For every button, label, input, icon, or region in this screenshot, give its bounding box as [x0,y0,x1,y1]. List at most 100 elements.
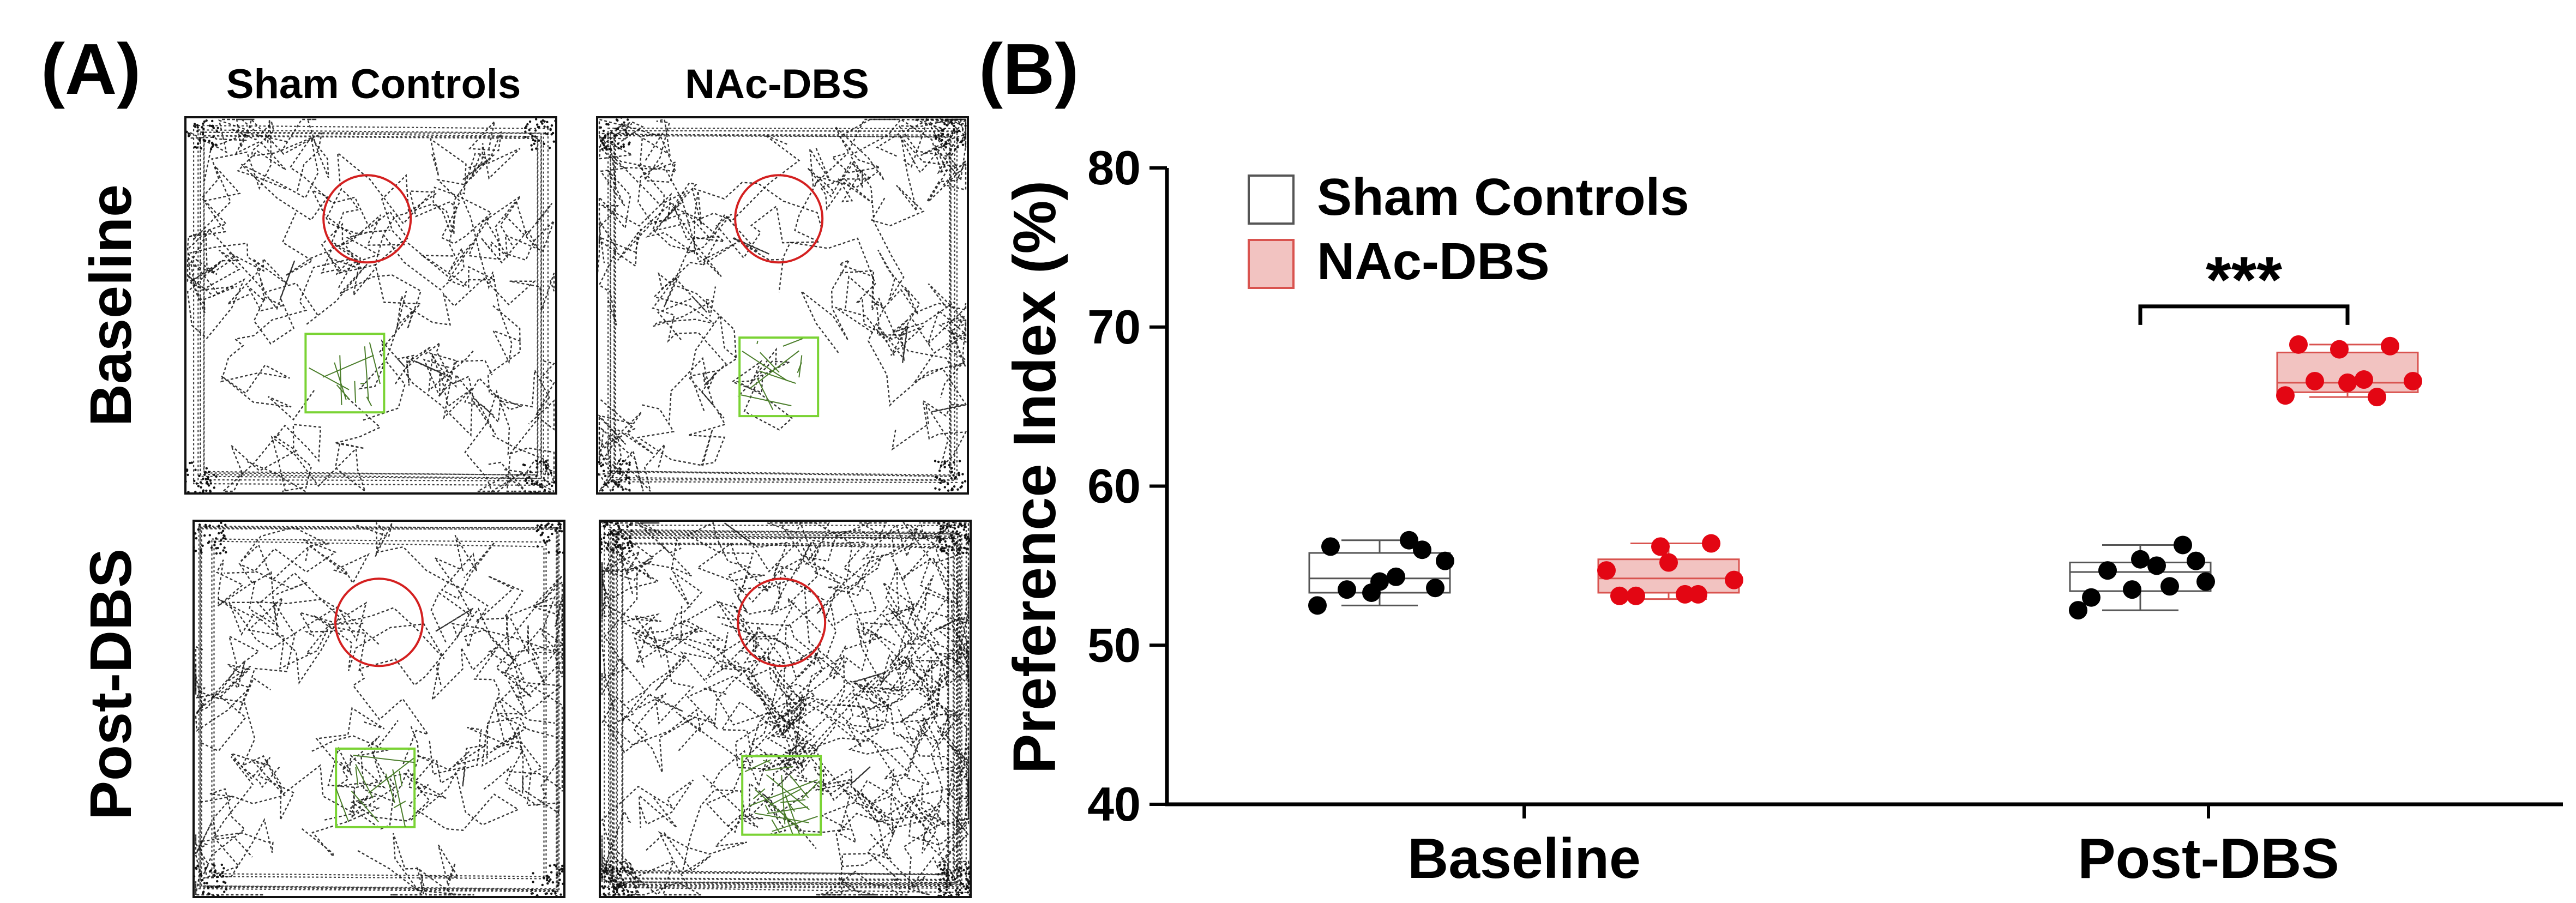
corner-dot [957,526,960,528]
corner-dot [216,546,219,550]
trajectory-path [677,675,828,764]
zone-trace [780,799,806,803]
trajectory-path [195,788,264,896]
corner-dot [617,533,619,535]
zone-trace [802,780,820,799]
corner-dot [536,545,539,548]
corner-dot [210,520,213,522]
corner-dot [610,880,612,882]
corner-dot [937,884,940,887]
corner-dot [622,547,625,550]
corner-dot [616,890,618,894]
corner-dot [215,475,218,478]
corner-dot [204,471,207,474]
corner-dot [626,118,629,121]
circle-zone [322,174,412,264]
corner-dot [940,525,942,528]
corner-dot [952,530,954,533]
corner-dot [628,540,631,543]
corner-dot [540,527,543,530]
zone-trace [771,819,780,834]
trajectory-path [336,151,495,288]
trajectory-path [686,522,825,679]
corner-dot [617,128,619,130]
corner-dot [225,551,227,554]
corner-dot [628,461,631,464]
trajectory-path [298,607,445,671]
corner-dot [604,875,606,878]
corner-dot [941,133,944,136]
corner-dot [950,477,953,480]
corner-dot [544,132,547,135]
corner-dot [610,532,612,535]
corner-dot [956,887,959,890]
corner-dot [618,527,621,530]
corner-dot [540,483,543,486]
corner-dot [630,529,633,533]
corner-dot [952,521,955,523]
corner-dot [622,892,625,895]
corner-dot [950,871,953,874]
corner-dot [953,523,956,527]
trajectory-path [186,249,240,314]
corner-dot [196,130,199,133]
corner-dot [618,470,622,473]
corner-dot [203,120,206,123]
corner-dot [610,548,613,551]
corner-dot [943,486,946,489]
corner-dot [938,538,941,541]
corner-dot [184,480,187,483]
corner-dot [959,866,961,869]
data-point [1610,586,1629,605]
corner-dot [612,886,616,888]
corner-dot [544,463,547,466]
corner-dot [604,866,607,869]
corner-dot [943,466,946,468]
data-point [1676,585,1694,604]
corner-dot [618,884,621,887]
corner-dot [219,543,222,546]
corner-dot [201,126,203,129]
corner-dot [950,536,953,539]
corner-dot [628,537,631,539]
corner-dot [938,541,941,544]
corner-dot [202,489,205,492]
corner-dot [210,885,213,888]
trajectory-path [669,570,767,724]
corner-dot [627,541,630,544]
corner-dot [196,865,199,868]
corner-dot [622,878,624,881]
corner-dot [957,891,960,894]
corner-dot [205,119,208,122]
corner-dot [617,485,619,488]
trajectory-path [361,199,553,422]
corner-dot [207,471,210,473]
corner-dot [944,882,948,886]
corner-dot [615,880,617,882]
corner-dot [961,892,964,894]
corner-dot [958,460,961,462]
corner-dot [535,466,538,469]
corner-dot [964,480,967,483]
corner-dot [939,878,942,881]
data-point [1400,531,1418,550]
circle-zone [737,577,827,667]
trajectory-path [820,644,970,741]
corner-dot [223,546,226,549]
corner-dot [212,143,215,146]
corner-dot [967,882,970,885]
data-point [2187,551,2205,570]
zone-trace [797,362,802,374]
zone-trace [393,800,406,809]
corner-dot [945,875,948,877]
corner-dot [950,489,953,491]
corner-dot [194,532,197,535]
trajectory-path [901,558,970,765]
corner-dot [624,129,627,132]
corner-dot [618,459,621,462]
data-point [1387,567,1405,586]
trajectory-path [482,657,563,792]
data-point [2330,340,2349,359]
corner-dot [606,543,610,545]
corner-dot [961,473,964,475]
